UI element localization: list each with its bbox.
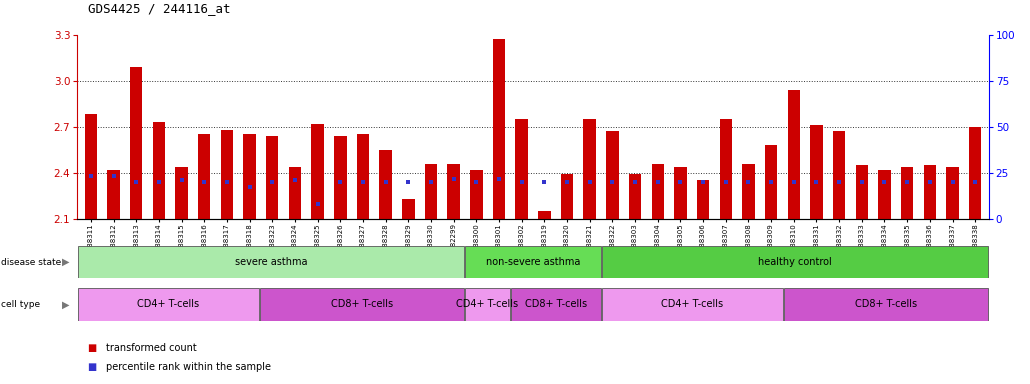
- Bar: [833, 131, 846, 219]
- Bar: [697, 180, 710, 219]
- Bar: [606, 131, 619, 219]
- Bar: [583, 119, 596, 219]
- Text: ▶: ▶: [62, 257, 69, 267]
- Bar: [243, 134, 255, 219]
- Bar: [675, 167, 687, 219]
- Bar: [652, 164, 664, 219]
- Bar: [856, 165, 868, 219]
- Bar: [560, 174, 574, 219]
- Text: ■: ■: [88, 362, 97, 372]
- Bar: [77, 288, 260, 321]
- Text: ▶: ▶: [62, 299, 69, 310]
- Bar: [466, 246, 600, 278]
- Bar: [311, 124, 323, 219]
- Bar: [402, 199, 414, 219]
- Bar: [220, 130, 233, 219]
- Bar: [356, 134, 369, 219]
- Text: non-severe asthma: non-severe asthma: [486, 257, 580, 267]
- Bar: [511, 288, 600, 321]
- Bar: [130, 67, 142, 219]
- Bar: [77, 246, 465, 278]
- Bar: [788, 90, 800, 219]
- Bar: [765, 145, 778, 219]
- Bar: [84, 114, 97, 219]
- Text: CD8+ T-cells: CD8+ T-cells: [524, 299, 587, 310]
- Bar: [152, 122, 165, 219]
- Bar: [379, 150, 391, 219]
- Bar: [515, 119, 528, 219]
- Bar: [924, 165, 936, 219]
- Bar: [602, 288, 783, 321]
- Bar: [198, 134, 210, 219]
- Bar: [266, 136, 278, 219]
- Bar: [629, 174, 642, 219]
- Text: severe asthma: severe asthma: [235, 257, 307, 267]
- Bar: [470, 170, 483, 219]
- Text: healthy control: healthy control: [758, 257, 832, 267]
- Bar: [107, 170, 119, 219]
- Bar: [743, 164, 755, 219]
- Text: CD4+ T-cells: CD4+ T-cells: [661, 299, 724, 310]
- Bar: [901, 167, 914, 219]
- Bar: [466, 288, 510, 321]
- Bar: [260, 288, 465, 321]
- Bar: [447, 164, 460, 219]
- Text: cell type: cell type: [1, 300, 40, 309]
- Bar: [720, 119, 732, 219]
- Bar: [288, 167, 301, 219]
- Text: percentile rank within the sample: percentile rank within the sample: [106, 362, 271, 372]
- Text: disease state: disease state: [1, 258, 61, 266]
- Text: CD4+ T-cells: CD4+ T-cells: [137, 299, 200, 310]
- Text: CD4+ T-cells: CD4+ T-cells: [456, 299, 518, 310]
- Text: GDS4425 / 244116_at: GDS4425 / 244116_at: [88, 2, 230, 15]
- Bar: [879, 170, 891, 219]
- Bar: [175, 167, 187, 219]
- Bar: [538, 211, 551, 219]
- Bar: [811, 125, 823, 219]
- Text: CD8+ T-cells: CD8+ T-cells: [855, 299, 918, 310]
- Bar: [947, 167, 959, 219]
- Text: ■: ■: [88, 343, 97, 353]
- Bar: [492, 39, 506, 219]
- Bar: [784, 288, 989, 321]
- Text: CD8+ T-cells: CD8+ T-cells: [331, 299, 393, 310]
- Text: transformed count: transformed count: [106, 343, 197, 353]
- Bar: [969, 127, 982, 219]
- Bar: [602, 246, 989, 278]
- Bar: [334, 136, 346, 219]
- Bar: [424, 164, 437, 219]
